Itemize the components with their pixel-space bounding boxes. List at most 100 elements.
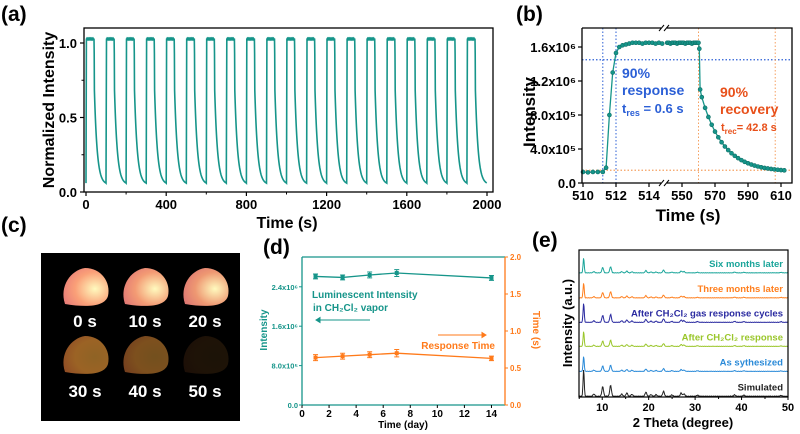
panel-c-photo-sequence: 0 s 10 s 20 s 30 s 40 s 50 s bbox=[41, 253, 240, 421]
t-value: = 42.8 s bbox=[737, 122, 777, 134]
data-point bbox=[394, 351, 399, 356]
x-tick-label: 0 bbox=[82, 197, 89, 212]
data-point bbox=[706, 114, 711, 120]
x-tick-label: 610 bbox=[770, 188, 792, 203]
trace-label: As sythesized bbox=[720, 358, 784, 369]
axis-break-mark bbox=[658, 24, 665, 32]
x-tick-label: 20 bbox=[643, 402, 655, 414]
x-tick-label: 40 bbox=[735, 402, 747, 414]
y-tick-label: 8.0x10⁵ bbox=[272, 362, 299, 371]
x-axis-title: Time (s) bbox=[656, 206, 721, 225]
x-tick-label: 800 bbox=[236, 197, 258, 212]
y2-axis-title: Time (s) bbox=[530, 311, 541, 349]
data-point bbox=[603, 165, 609, 170]
data-point bbox=[367, 272, 372, 277]
data-point bbox=[367, 352, 372, 357]
panel-label-a: (a) bbox=[1, 3, 27, 26]
y-tick-label: 1.0 bbox=[59, 36, 77, 51]
x-tick-label: 12 bbox=[459, 409, 471, 420]
y2-tick-label: 1.5 bbox=[510, 290, 522, 299]
data-point bbox=[722, 144, 728, 149]
t-symbol: t bbox=[622, 101, 627, 116]
x-tick-label: 2000 bbox=[473, 197, 502, 212]
x-tick-label: 1200 bbox=[312, 197, 341, 212]
t-subscript: rec bbox=[725, 127, 738, 136]
axis-break-mark bbox=[658, 179, 665, 187]
data-point bbox=[719, 139, 724, 145]
pxrd-trace bbox=[578, 356, 789, 373]
response-label: response bbox=[622, 82, 684, 98]
x-axis-title: 2 Theta (degree) bbox=[633, 415, 733, 430]
frame-time-label: 10 s bbox=[128, 312, 161, 331]
x-tick-label: 10 bbox=[432, 409, 444, 420]
data-point bbox=[610, 70, 616, 75]
data-point bbox=[613, 50, 619, 56]
frame-time-label: 40 s bbox=[128, 382, 161, 401]
panel-e-pxrd-chart: Simulated As sythesized After CH₂Cl₂ respo… bbox=[560, 249, 794, 430]
data-point bbox=[489, 275, 494, 280]
pxrd-trace bbox=[578, 331, 789, 348]
t-symbol: t bbox=[721, 122, 725, 134]
y-tick-label: 2.4x10⁶ bbox=[272, 283, 298, 292]
trace-label: Three months later bbox=[697, 284, 783, 295]
data-point bbox=[702, 105, 708, 111]
data-point bbox=[781, 168, 787, 173]
x-axis-title: Time (s) bbox=[256, 215, 317, 232]
plot-frame bbox=[578, 249, 789, 398]
y-axis-title: Intensity bbox=[259, 309, 270, 351]
left-arrow-icon bbox=[315, 316, 370, 324]
x-tick-label: 0 bbox=[299, 409, 305, 420]
sample-crystal bbox=[123, 268, 169, 306]
response-percent: 90% bbox=[622, 65, 651, 81]
x-tick-label: 2 bbox=[326, 409, 332, 420]
response-legend: Response Time bbox=[421, 341, 495, 352]
plot-frame bbox=[581, 27, 793, 184]
intensity-legend-line2: in CH₂Cl₂ vapor bbox=[313, 303, 388, 314]
y-axis-title: Intensity (a.u.) bbox=[560, 279, 575, 367]
left-bottom-axes bbox=[301, 257, 505, 406]
x-tick-label: 570 bbox=[704, 188, 726, 203]
plot-frame bbox=[83, 27, 494, 193]
axis-break-gap bbox=[661, 180, 667, 186]
data-point bbox=[585, 170, 591, 175]
data-point bbox=[659, 41, 665, 46]
data-point bbox=[340, 275, 345, 280]
data-point bbox=[697, 46, 702, 52]
data-point bbox=[394, 271, 399, 276]
x-tick-label: 514 bbox=[638, 188, 660, 203]
trace-label: After CH₂Cl₂ response bbox=[682, 333, 783, 344]
trace-label: After CH₂Cl₂ gas response cycles bbox=[631, 309, 783, 320]
y-tick-label: 0.0 bbox=[558, 176, 576, 191]
x-tick-label: 590 bbox=[737, 188, 759, 203]
data-point bbox=[735, 155, 741, 161]
data-point bbox=[590, 169, 596, 175]
y2-tick-label: 1.0 bbox=[510, 327, 522, 336]
panel-d-stability-chart: 0 2 4 6 8 10 12 14 Time (day) 0.0 8.0x10⁵ 1.6x10⁶ 2.… bbox=[259, 253, 541, 431]
x-tick-label: 30 bbox=[689, 402, 701, 414]
intensity-legend-line1: Luminescent Intensity bbox=[312, 290, 418, 301]
y2-tick-label: 2.0 bbox=[510, 253, 522, 262]
trace-label: Simulated bbox=[738, 383, 784, 394]
panel-label-d: (d) bbox=[263, 236, 290, 259]
data-point bbox=[600, 169, 606, 175]
x-tick-label: 6 bbox=[380, 409, 386, 420]
data-point bbox=[715, 134, 721, 140]
panel-label-b: (b) bbox=[516, 3, 543, 26]
data-point bbox=[729, 150, 734, 156]
data-point bbox=[732, 153, 738, 159]
data-point bbox=[725, 147, 731, 153]
x-tick-label: 14 bbox=[486, 409, 498, 420]
x-tick-label: 8 bbox=[407, 409, 413, 420]
y-tick-label: 0.0 bbox=[288, 401, 298, 410]
x-tick-label: 550 bbox=[671, 188, 693, 203]
y-tick-label: 1.2x10⁶ bbox=[530, 74, 576, 89]
y-tick-label: 8.0x10⁵ bbox=[530, 108, 576, 123]
x-axis-title: Time (day) bbox=[378, 420, 428, 431]
y-tick-label: 0.0 bbox=[59, 185, 77, 200]
pxrd-trace bbox=[578, 283, 789, 299]
axis-break-mark bbox=[663, 24, 670, 32]
pxrd-trace bbox=[578, 369, 789, 398]
panel-label-e: (e) bbox=[532, 229, 558, 252]
y-axis-title: Normalized Intensity bbox=[41, 32, 58, 189]
